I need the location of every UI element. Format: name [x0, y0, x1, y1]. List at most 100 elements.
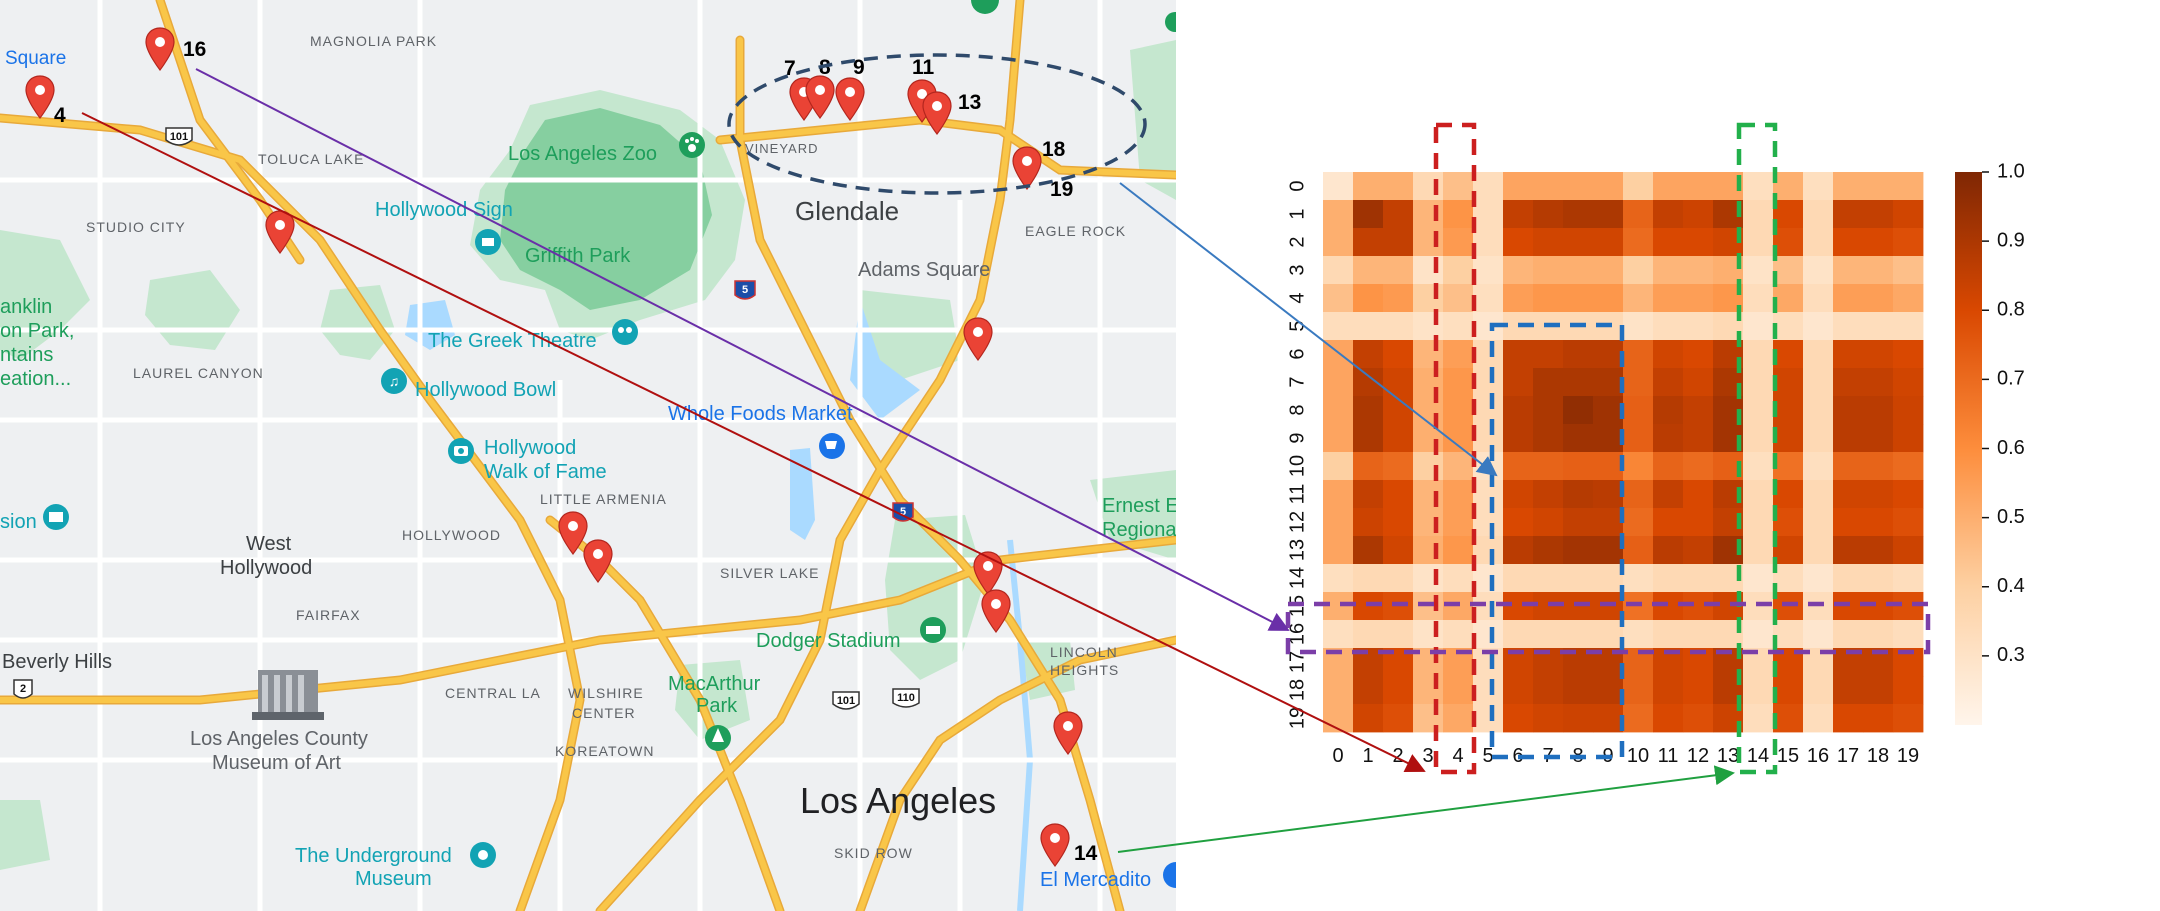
heatmap-cell [1743, 284, 1774, 313]
greek-theatre-icon [612, 319, 638, 345]
heatmap-cell [1533, 452, 1564, 481]
place-label: Whole Foods Market [668, 403, 853, 425]
heatmap-cell [1443, 228, 1474, 257]
heatmap-cell [1683, 480, 1714, 509]
place-label: LAUREL CANYON [133, 365, 264, 381]
heatmap-cell [1443, 480, 1474, 509]
heatmap-cell [1743, 508, 1774, 537]
heatmap-cell [1623, 256, 1654, 285]
heatmap-cell [1623, 620, 1654, 649]
heatmap-cell [1773, 228, 1804, 257]
heatmap-cell [1833, 256, 1864, 285]
place-label: Park [696, 695, 738, 717]
place-label: MAGNOLIA PARK [310, 33, 437, 49]
place-label: anklin [0, 296, 52, 318]
heatmap-cell [1503, 200, 1534, 229]
heatmap-cell [1413, 172, 1444, 201]
heatmap-cell [1473, 424, 1504, 453]
heatmap-cell [1893, 676, 1924, 705]
heatmap-cell [1653, 200, 1684, 229]
us-101-shield-north: 101 [165, 127, 193, 146]
heatmap-cell [1683, 200, 1714, 229]
heatmap-cell [1353, 424, 1384, 453]
heatmap-cell [1383, 508, 1414, 537]
heatmap-cell [1323, 396, 1354, 425]
x-tick-label: 5 [1482, 745, 1493, 767]
y-tick-label: 11 [1286, 484, 1308, 505]
heatmap-cell [1353, 368, 1384, 397]
heatmap-cell [1683, 620, 1714, 649]
heatmap-cell [1623, 368, 1654, 397]
heatmap-cell [1623, 172, 1654, 201]
heatmap-cell [1443, 368, 1474, 397]
heatmap-cell [1893, 564, 1924, 593]
heatmap-cell [1383, 228, 1414, 257]
heatmap-cell [1563, 200, 1594, 229]
heatmap-cell [1653, 256, 1684, 285]
heatmap-cell [1803, 704, 1834, 733]
heatmap-cell [1773, 536, 1804, 565]
x-tick-label: 19 [1897, 745, 1919, 767]
heatmap-cell [1833, 480, 1864, 509]
heatmap-cell [1773, 704, 1804, 733]
heatmap-cell [1443, 676, 1474, 705]
heatmap-cell [1533, 228, 1564, 257]
marker-label: 14 [1074, 842, 1098, 865]
heatmap-cell [1833, 312, 1864, 341]
place-label: Hollywood [220, 557, 312, 579]
place-label: Hollywood Bowl [415, 379, 556, 401]
heatmap-cell [1473, 620, 1504, 649]
place-label: CENTER [572, 705, 636, 721]
heatmap-cell [1773, 676, 1804, 705]
heatmap-cell [1623, 508, 1654, 537]
heatmap-cell [1743, 256, 1774, 285]
y-tick-label: 3 [1286, 264, 1308, 275]
heatmap-cell [1413, 704, 1444, 733]
heatmap-cell [1893, 508, 1924, 537]
points-of-interest: ♫ [43, 0, 1176, 888]
heatmap-cell [1833, 284, 1864, 313]
heatmap-cell [1413, 284, 1444, 313]
y-tick-label: 5 [1286, 320, 1308, 331]
heatmap-cell [1683, 676, 1714, 705]
heatmap-cell [1773, 172, 1804, 201]
heatmap-cell [1473, 256, 1504, 285]
heatmap-cell [1533, 508, 1564, 537]
heatmap-cell [1623, 312, 1654, 341]
shield-label: 2 [20, 683, 26, 695]
heatmap-cell [1683, 256, 1714, 285]
castle-icon-left [43, 504, 69, 530]
heatmap-cell [1353, 256, 1384, 285]
place-label: VINEYARD [745, 141, 819, 156]
heatmap-cell [1803, 368, 1834, 397]
heatmap-cell [1593, 564, 1624, 593]
heatmap-cell [1743, 228, 1774, 257]
connector-cluster [1119, 182, 1498, 477]
heatmap-cell [1323, 536, 1354, 565]
heatmap-cell [1893, 256, 1924, 285]
heatmap-cell [1503, 396, 1534, 425]
place-label: Adams Square [858, 259, 990, 281]
shield-label: 101 [170, 131, 188, 143]
heatmap-cell [1443, 564, 1474, 593]
heatmap-cell [1353, 172, 1384, 201]
heatmap-cell [1383, 564, 1414, 593]
place-label: Glendale [795, 196, 899, 226]
heatmap-cell [1323, 564, 1354, 593]
heatmap-cell [1833, 620, 1864, 649]
heatmap-cell [1413, 536, 1444, 565]
heatmap-cell [1863, 284, 1894, 313]
heatmap-cell [1893, 704, 1924, 733]
heatmap-cell [1803, 172, 1834, 201]
y-tick-label: 1 [1286, 208, 1308, 219]
heatmap-cell [1863, 620, 1894, 649]
heatmap-cell [1353, 620, 1384, 649]
heatmap-cell [1563, 396, 1594, 425]
map-panel[interactable]: 101 5 5 101 110 2 ♫ Square MA [0, 0, 1189, 911]
y-tick-label: 7 [1286, 376, 1308, 387]
heatmap-cell [1533, 368, 1564, 397]
heatmap-cell [1383, 368, 1414, 397]
walk-of-fame-icon [448, 438, 474, 464]
